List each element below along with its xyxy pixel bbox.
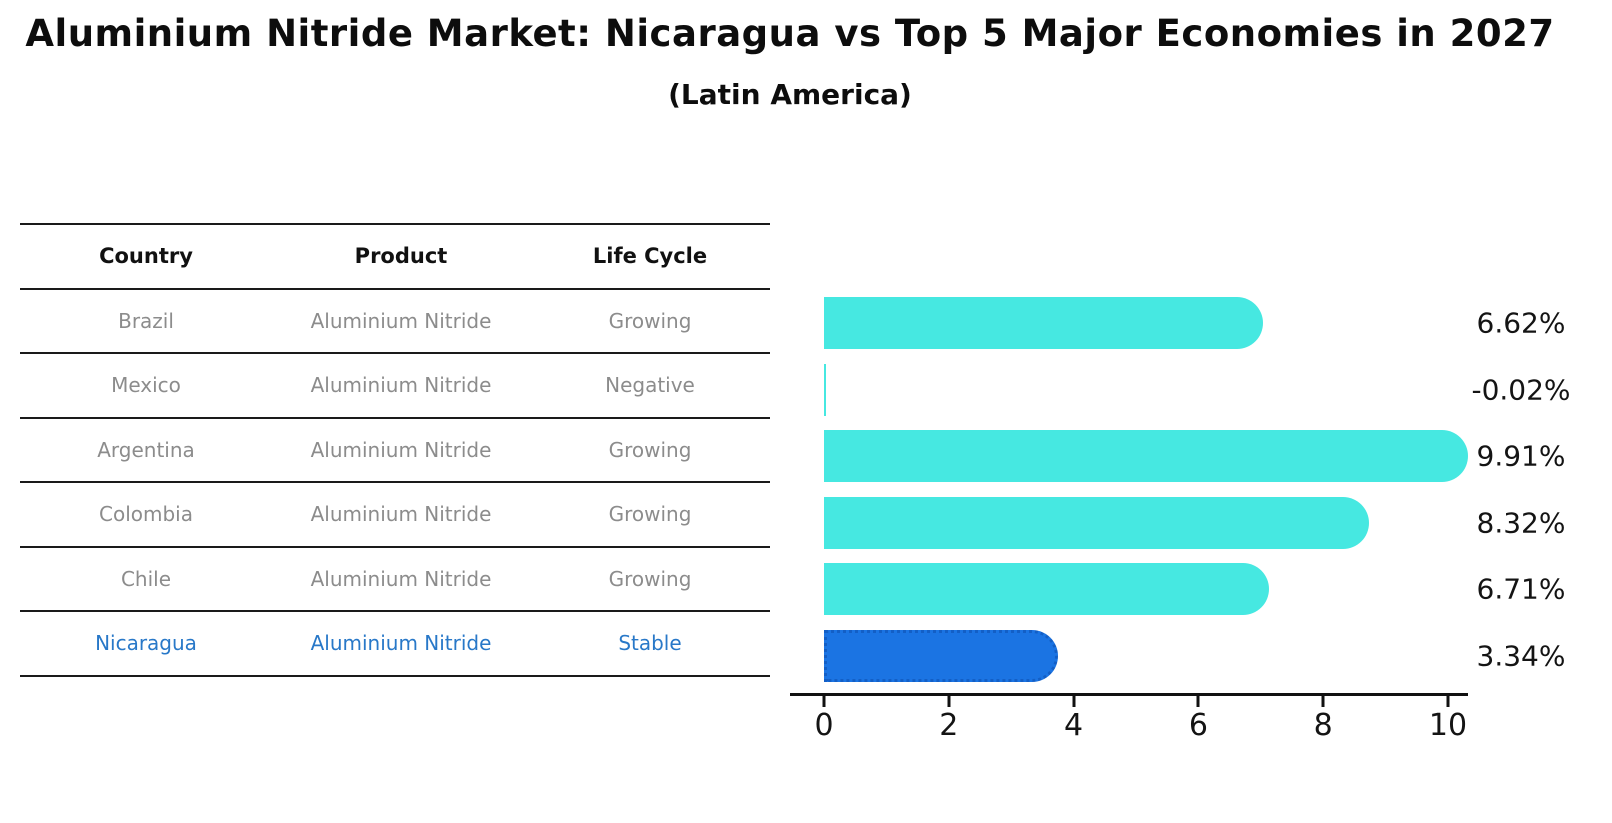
- col-header-life-cycle: Life Cycle: [592, 244, 708, 269]
- cell-product: Aluminium Nitride: [310, 566, 492, 591]
- value-label-argentina: 9.91%: [1476, 439, 1566, 473]
- cell-life-cycle: Growing: [608, 566, 692, 591]
- cell-country: Mexico: [111, 373, 181, 398]
- country-table: Country Product Life Cycle Brazil Alumin…: [20, 223, 770, 677]
- cell-life-cycle: Negative: [605, 373, 695, 398]
- cell-life-cycle: Growing: [608, 437, 692, 462]
- x-axis-tick: [947, 696, 951, 707]
- table-row-argentina: Argentina Aluminium Nitride Growing: [20, 418, 770, 482]
- col-header-product: Product: [354, 244, 448, 269]
- table-row-chile: Chile Aluminium Nitride Growing: [20, 547, 770, 611]
- bar-brazil: [824, 297, 1264, 349]
- cell-product: Aluminium Nitride: [310, 631, 492, 656]
- table-row-mexico: Mexico Aluminium Nitride Negative: [20, 353, 770, 418]
- chart-title: Aluminium Nitride Market: Nicaragua vs T…: [25, 12, 1555, 55]
- value-label-mexico: -0.02%: [1471, 373, 1571, 406]
- x-axis-tick-label: 2: [939, 708, 959, 743]
- value-label-brazil: 6.62%: [1476, 306, 1566, 340]
- x-axis-tick-label: 4: [1064, 708, 1084, 743]
- table-row-brazil: Brazil Aluminium Nitride Growing: [20, 289, 770, 353]
- x-axis-tick: [1321, 696, 1325, 707]
- cell-country: Argentina: [97, 437, 195, 462]
- cell-life-cycle: Stable: [618, 631, 682, 656]
- cell-country: Nicaragua: [95, 631, 197, 656]
- x-axis-tick-label: 8: [1313, 708, 1333, 743]
- chart-subtitle: (Latin America): [668, 78, 912, 111]
- cell-country: Chile: [120, 566, 172, 591]
- table-row-nicaragua: Nicaragua Aluminium Nitride Stable: [20, 611, 770, 676]
- x-axis-tick: [1072, 696, 1076, 707]
- cell-product: Aluminium Nitride: [310, 373, 492, 398]
- cell-country: Colombia: [99, 502, 193, 527]
- cell-life-cycle: Growing: [608, 308, 692, 333]
- bar-argentina: [824, 430, 1469, 482]
- cell-product: Aluminium Nitride: [310, 502, 492, 527]
- cell-product: Aluminium Nitride: [310, 437, 492, 462]
- col-header-country: Country: [99, 244, 193, 269]
- bar-chile: [824, 563, 1269, 615]
- x-axis-tick-label: 10: [1428, 708, 1468, 743]
- table-header-row: Country Product Life Cycle: [20, 224, 770, 289]
- value-label-nicaragua: 3.34%: [1476, 639, 1566, 672]
- bar-mexico: [824, 363, 826, 416]
- x-axis-line: [790, 693, 1468, 696]
- x-axis-tick: [822, 696, 826, 707]
- bar-highlighted-nicaragua: [824, 629, 1059, 682]
- cell-product: Aluminium Nitride: [310, 308, 492, 333]
- x-axis-tick-label: 0: [814, 708, 834, 743]
- x-axis-tick: [1446, 696, 1450, 707]
- x-axis-tick-label: 6: [1188, 708, 1208, 743]
- table-row-colombia: Colombia Aluminium Nitride Growing: [20, 482, 770, 547]
- bar-colombia: [824, 496, 1370, 549]
- x-axis-tick: [1196, 696, 1200, 707]
- cell-country: Brazil: [118, 308, 174, 333]
- value-label-colombia: 8.32%: [1476, 506, 1566, 539]
- value-label-chile: 6.71%: [1476, 572, 1566, 606]
- cell-life-cycle: Growing: [608, 502, 692, 527]
